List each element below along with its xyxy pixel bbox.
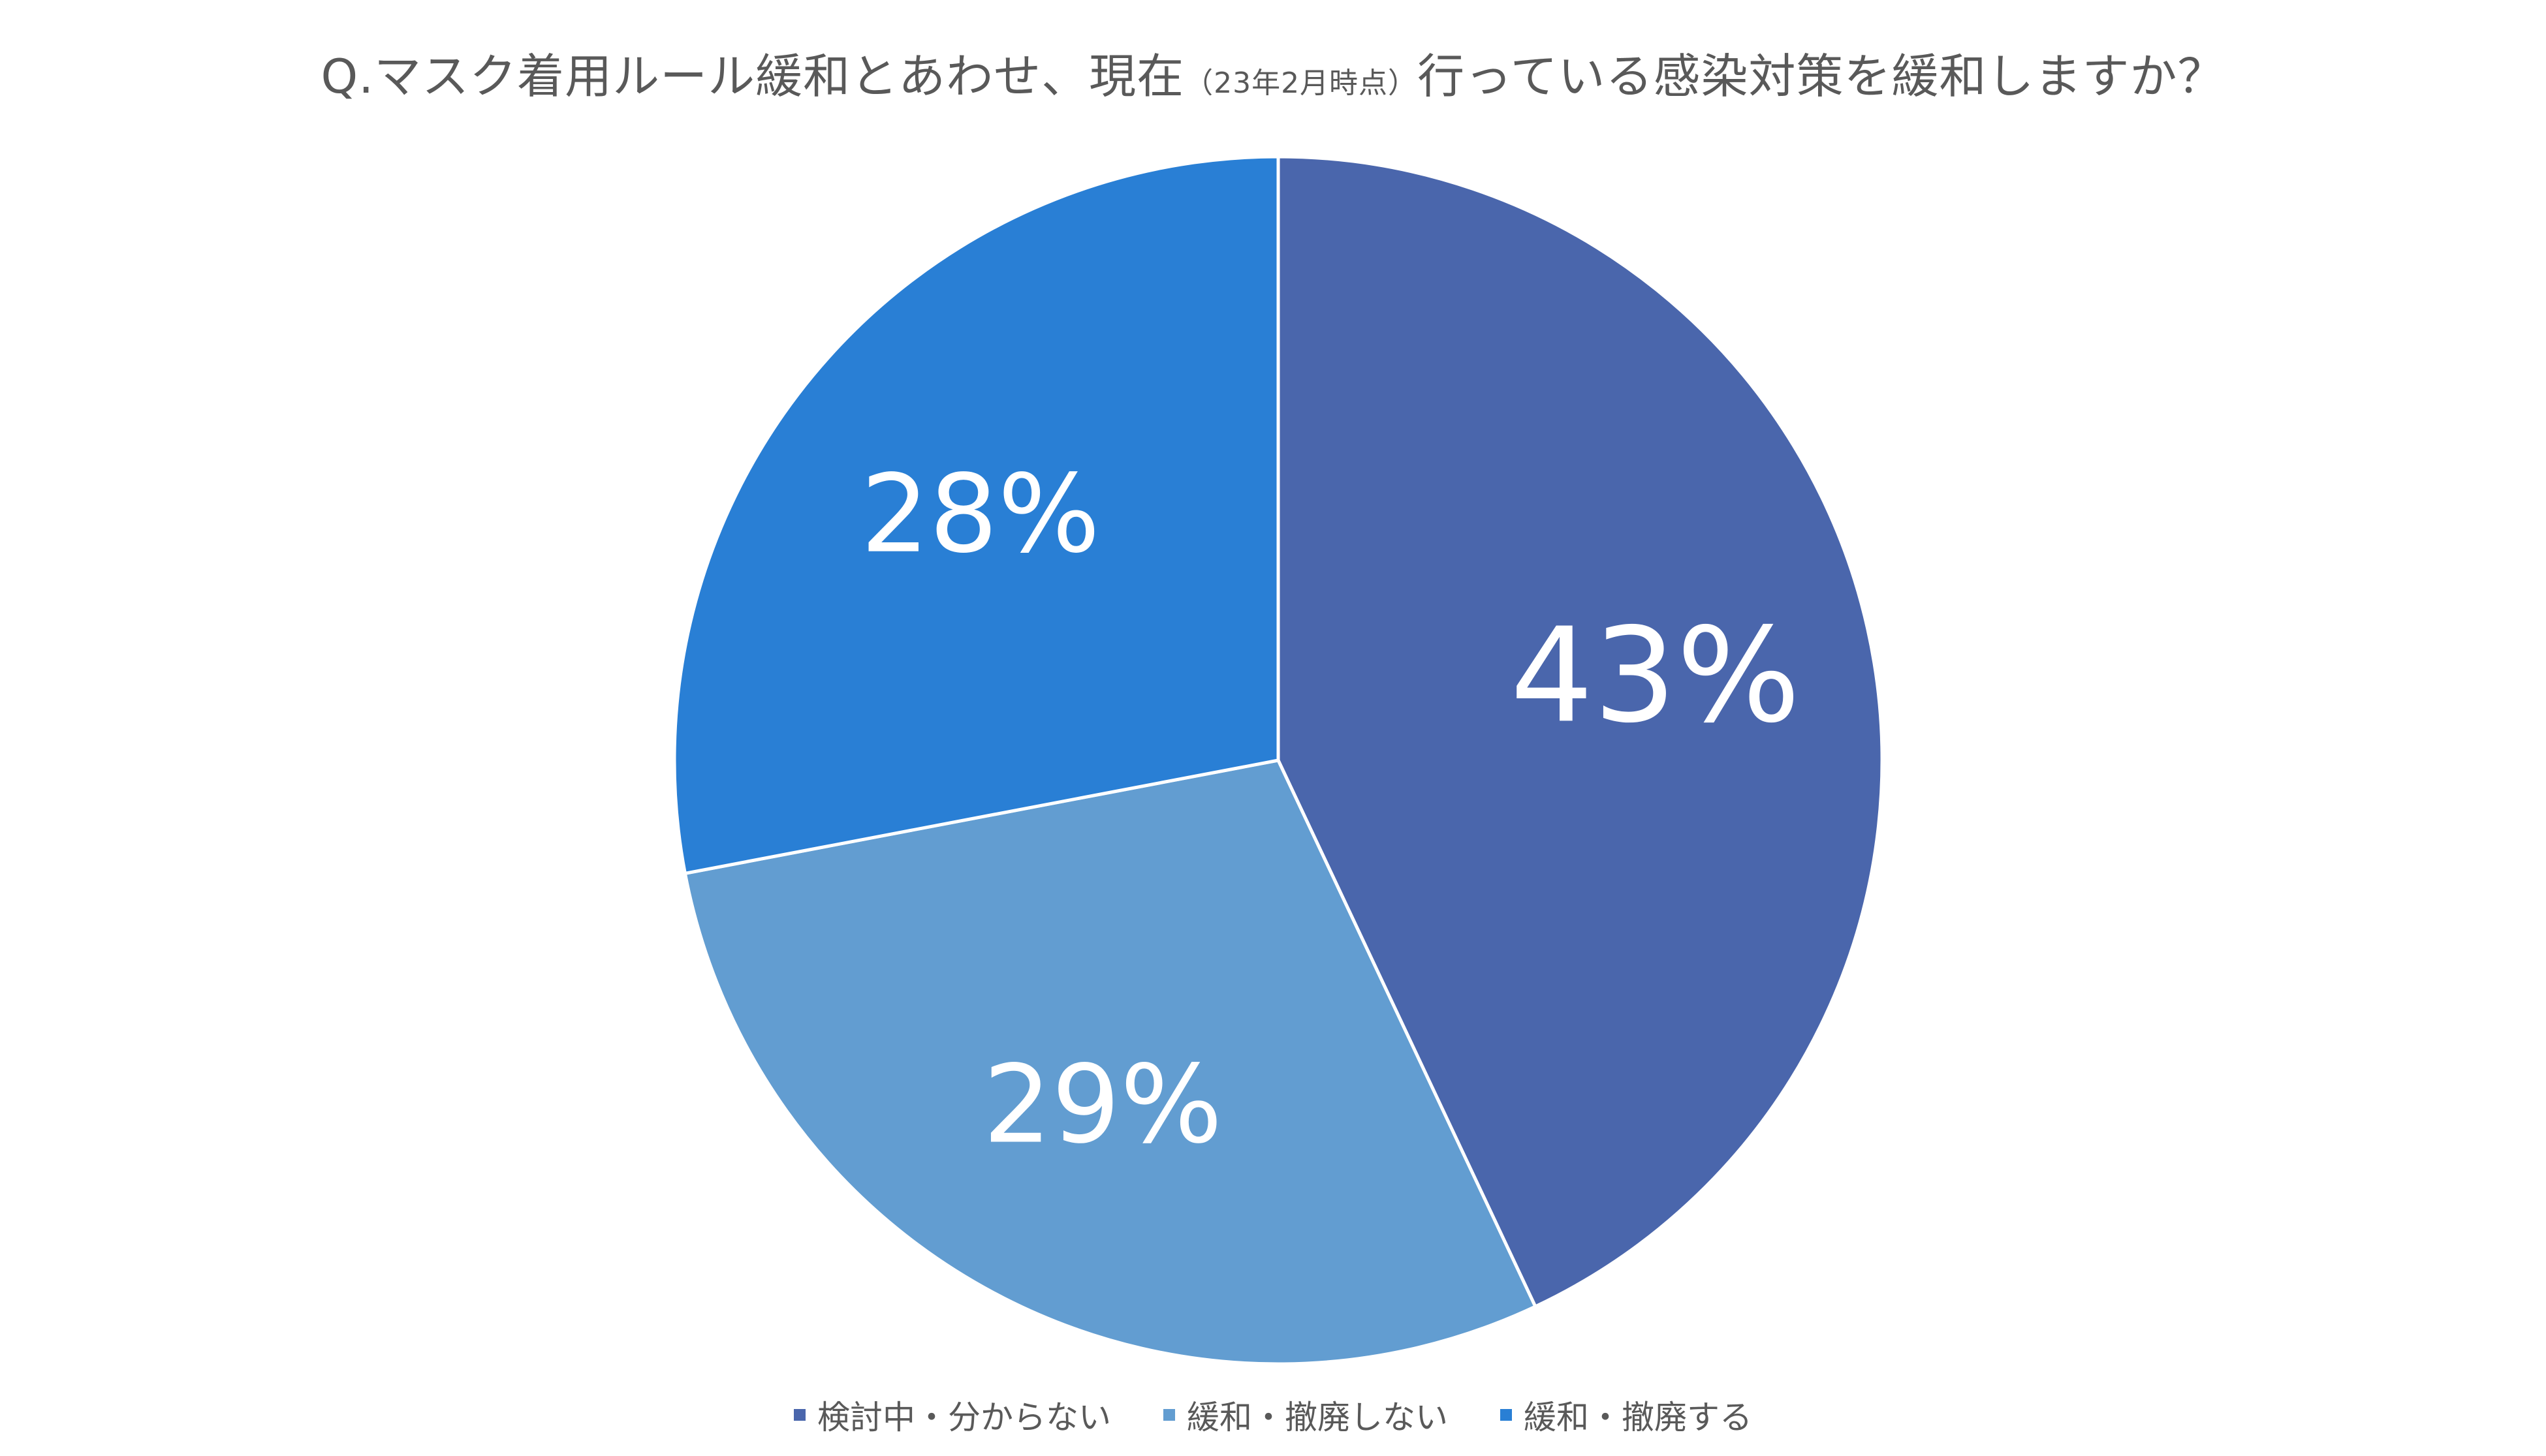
pie-data-labels: 43% 29% 28% [860,452,1800,1168]
legend-label-1: 緩和・撤廃しない [1187,1399,1448,1436]
chart-legend: 検討中・分からない 緩和・撤廃しない 緩和・撤廃する [0,1391,2546,1438]
legend-label-2: 緩和・撤廃する [1524,1399,1752,1436]
legend-swatch-1 [1163,1409,1175,1421]
legend-label-0: 検討中・分からない [817,1399,1111,1436]
legend-swatch-0 [794,1409,806,1421]
pie-slices [672,155,1884,1366]
chart-title-main: Q.マスク着用ルール緩和とあわせ、現在 [321,49,1185,104]
legend-item-0: 検討中・分からない [794,1391,1111,1438]
chart-title-rest: 行っている感染対策を緩和しますか？ [1417,49,2225,104]
legend-item-2: 緩和・撤廃する [1500,1391,1752,1438]
pie-slice-2 [672,155,1280,876]
pie-slice-1 [683,758,1538,1366]
legend-swatch-2 [1500,1409,1512,1421]
pie-slice-0 [1276,155,1884,1309]
pie-data-label-0: 43% [1510,600,1800,752]
chart-title-note: （23年2月時点） [1184,67,1418,100]
pie-data-label-1: 29% [983,1042,1223,1167]
legend-item-1: 緩和・撤廃しない [1163,1391,1448,1438]
chart-title: Q.マスク着用ルール緩和とあわせ、現在（23年2月時点）行っている感染対策を緩和… [0,38,2546,106]
pie-data-label-2: 28% [860,452,1100,577]
